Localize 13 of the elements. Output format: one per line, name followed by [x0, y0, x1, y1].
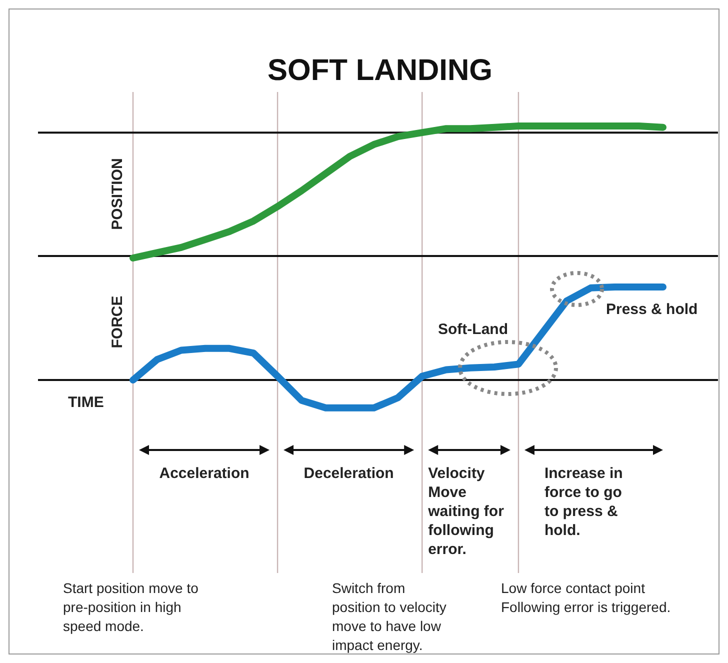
text: Low force contact point Following error is triggered.	[501, 580, 671, 615]
text: Acceleration	[159, 465, 250, 482]
chart-title: SOFT LANDING	[268, 54, 492, 87]
x-axis-title: TIME	[68, 394, 104, 411]
annotation: Soft-Land	[438, 321, 508, 338]
annotation: Press & hold	[606, 301, 698, 318]
y-axis-title: FORCE	[109, 296, 126, 348]
text: Deceleration	[304, 465, 394, 482]
y-axis-title: POSITION	[109, 158, 126, 230]
text: Start position move to pre-position in high speed mode.	[63, 580, 199, 634]
text: Switch from position to velocity move to have low impact energy.	[332, 580, 446, 653]
text: Increase in force to go to press & hold.	[544, 465, 623, 539]
text: Velocity Move waiting for following error.	[427, 465, 504, 558]
